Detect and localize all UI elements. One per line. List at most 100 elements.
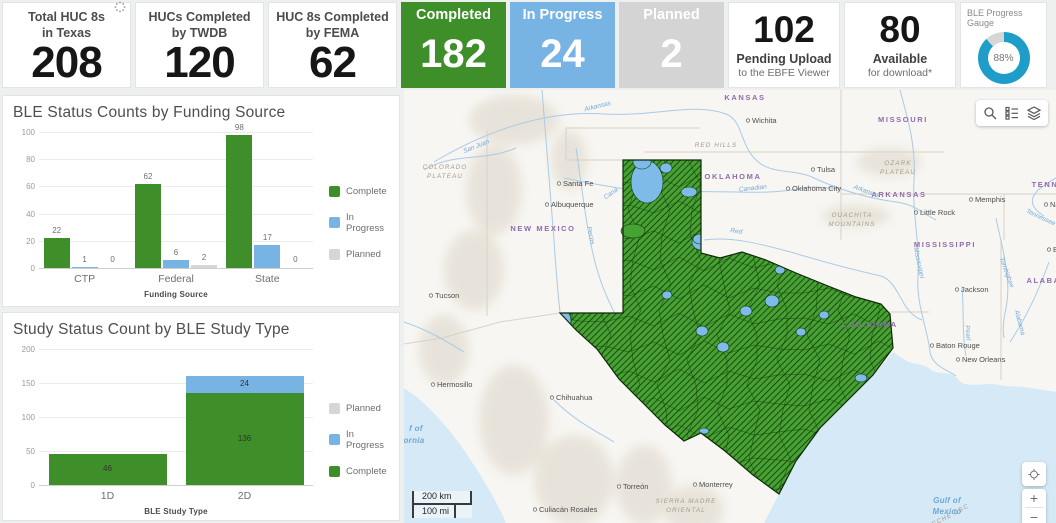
default-extent-icon [1028,468,1040,480]
stat-sublabel: for download* [867,66,933,79]
y-tick-label: 100 [21,128,35,137]
bar-value-label: 6 [173,247,179,257]
zoom-in-button[interactable]: + [1022,489,1046,507]
stat-value: 208 [31,38,102,88]
texas-completed-hucs[interactable] [560,160,893,494]
stat-card-pending-upload: 102 Pending Upload to the EBFE Viewer [728,2,840,88]
map-label-city: Wichita [752,116,777,125]
bar-value-label: 0 [110,255,115,264]
plot-area: 0 50 100 150 200 46 136 24 [22,345,313,490]
scale-mi-label: 100 mi [414,505,456,518]
map-label-area: COLORADO [423,164,468,171]
top-stat-row: Total HUC 8s in Texas 208 HUCs Completed b… [2,2,1047,88]
gridline [39,451,313,452]
map-label-city: Baton Rouge [936,341,980,350]
gridline [39,383,313,384]
stat-title: HUCs Completed by TWDB [148,10,251,41]
y-tick-label: 200 [21,345,35,354]
legend-swatch [329,248,340,260]
segment-value-label: 24 [240,379,249,389]
stack-segment-in-progress [185,376,304,393]
city-marker [428,293,434,298]
map-legend-button[interactable] [1001,102,1023,124]
gridline [39,159,313,161]
city-labels: Wichita Tulsa Oklahoma City Santa Fe Albuque… [428,116,1056,514]
stat-label: Pending Upload [736,51,832,66]
status-value: 2 [660,31,683,76]
stat-value: 102 [753,9,815,51]
map-layers-button[interactable] [1023,102,1045,124]
segment-value-label: 136 [237,433,252,443]
map-label-area: ORIENTAL [666,507,706,514]
map-label-state: MISSISSIPPI [914,240,976,249]
legend-item: Complete [329,185,389,197]
city-marker [929,343,935,348]
gulf-of-mexico-water [764,352,1056,523]
state-labels: KANSAS MISSOURI OKLAHOMA ARKANSAS TENN MISSIS… [510,93,1056,329]
map-label-city: Santa Fe [563,179,593,188]
terrain-relief [419,95,921,523]
bar-in-progress [254,245,281,268]
legend-list-icon [1005,106,1018,120]
divider [1025,507,1043,508]
city-marker [745,118,751,123]
map-label-city: Hermosillo [437,380,472,389]
stat-value: 80 [879,9,921,51]
legend-swatch [329,434,340,445]
city-marker [968,197,974,202]
map-label-area: SIERRA MADRE [656,498,717,505]
legend-swatch [329,217,340,228]
stat-value: 120 [164,38,235,88]
y-tick-label: 0 [30,481,35,490]
map-label-water: Mexico [933,507,962,516]
map-label-city: Monterrey [699,480,733,489]
map-label-city: Oklahoma City [792,184,841,193]
map-label-city: New Orleans [962,355,1006,364]
scale-km-label: 200 km [414,491,472,505]
legend-label: Complete [346,185,387,197]
status-label: Completed [416,7,491,23]
x-axis-title: BLE Study Type [144,507,208,516]
map-panel: COLORADO PLATEAU RED HILLS OZARK PLATEAU OUAC… [404,90,1056,523]
bar-in-progress [71,267,98,268]
legend-item: Complete [329,465,389,477]
funding-source-chart-card: BLE Status Counts by Funding Source 0 20 4… [2,95,400,307]
map-label-state: ALABAMA [1026,276,1056,285]
map-label-state: MISSOURI [878,115,928,124]
gauge-title: BLE Progress Gauge [967,8,1023,28]
x-axis-categories: 1D 2D [39,490,313,502]
state-borders [404,90,1056,380]
segment-value-label: 46 [103,464,112,474]
map-label-city: Tulsa [817,165,836,174]
map-label-area: MOUNTAINS [828,221,875,228]
texas-outline [558,159,894,495]
city-marker [785,186,791,191]
map-label-state: NEW MEXICO [510,224,575,233]
gridline [39,240,313,242]
legend-swatch [329,465,340,477]
gauge-percent-label: 88% [993,52,1014,64]
map-label-city: Tucson [435,291,459,300]
stat-card-completed-twdb: HUCs Completed by TWDB 120 [135,2,264,88]
city-marker [1043,202,1049,207]
map-canvas[interactable]: COLORADO PLATEAU RED HILLS OZARK PLATEAU OUAC… [404,90,1056,523]
layers-icon [1027,106,1041,120]
status-value: 24 [540,31,585,76]
zoom-out-button[interactable]: − [1022,508,1046,523]
stat-card-total-huc8s: Total HUC 8s in Texas 208 [2,2,131,88]
plot-area: 0 20 40 60 80 100 22 1 0 62 6 2 98 17 0 [22,123,313,273]
stat-card-completed-fema: HUC 8s Completed by FEMA 62 [268,2,397,88]
map-label-state: ARKANSAS [871,190,926,199]
city-marker [544,202,550,207]
drag-handle-icon[interactable] [114,1,126,13]
map-label-river: Pecos [585,226,596,246]
map-search-button[interactable] [979,102,1001,124]
bar-value-label: 17 [262,232,272,242]
default-extent-button[interactable] [1022,462,1046,486]
legend-label: Complete [346,465,387,477]
map-label-state: LOUISIANA [842,320,898,329]
map-label-area: OUACHITA [832,212,873,219]
status-label: In Progress [522,7,603,23]
bar-complete [43,238,70,268]
chart-legend: Planned In Progress Complete [315,363,389,516]
